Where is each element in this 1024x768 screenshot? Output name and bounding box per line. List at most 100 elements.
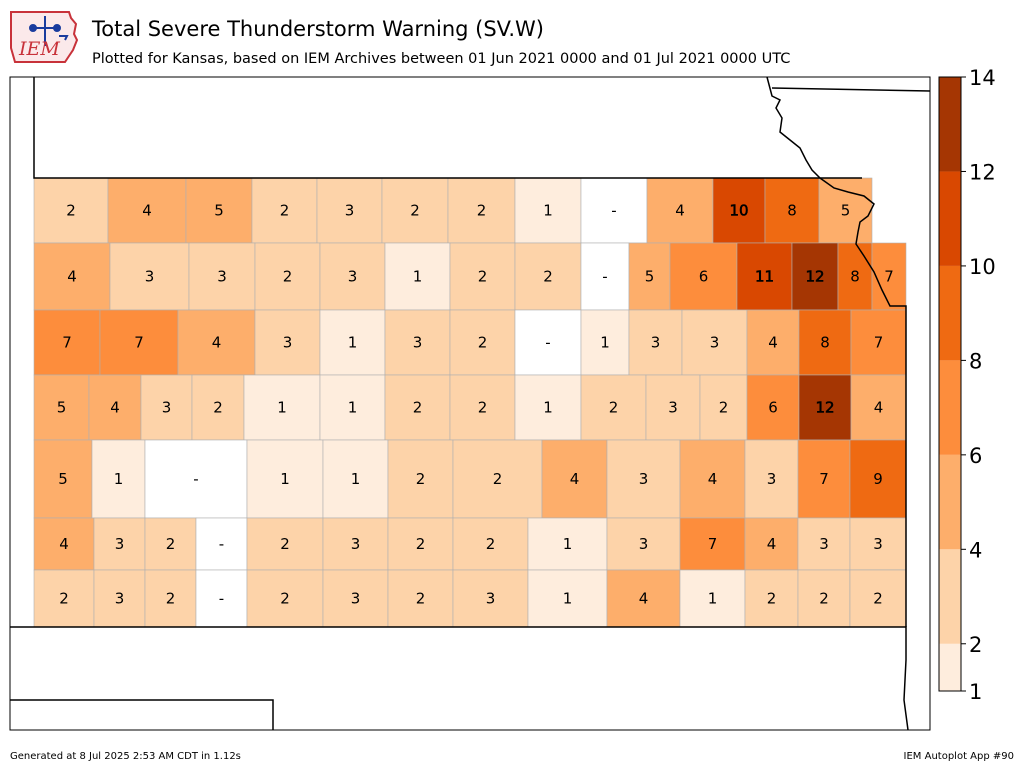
county-value-label: 2 — [767, 590, 777, 608]
county-cell — [850, 374, 907, 441]
county-cell — [681, 309, 748, 376]
county-value-label: 2 — [416, 590, 426, 608]
colorbar-swatch — [939, 171, 961, 266]
county-cell — [88, 374, 142, 441]
county-value-label: 2 — [819, 590, 829, 608]
county-value-label: 4 — [570, 470, 580, 488]
county-value-label: 1 — [351, 470, 361, 488]
county-value-label: 4 — [59, 535, 69, 553]
county-value-label: - — [219, 590, 224, 608]
county-value-label: 3 — [115, 590, 125, 608]
county-value-label: 3 — [873, 535, 883, 553]
county-value-label: 7 — [874, 334, 884, 352]
county-value-label: 3 — [639, 470, 649, 488]
county-value-label: 4 — [675, 202, 685, 220]
county-value-label: 2 — [166, 535, 176, 553]
county-value-label: 1 — [563, 535, 573, 553]
county-cell — [387, 569, 454, 628]
county-value-label: 2 — [416, 535, 426, 553]
county-value-label: 2 — [213, 399, 223, 417]
county-cell — [33, 309, 101, 376]
county-value-label: 5 — [57, 399, 67, 417]
county-cell — [449, 309, 516, 376]
county-value-label: 1 — [114, 470, 124, 488]
county-cell — [527, 517, 608, 571]
county-value-label: 10 — [729, 202, 748, 220]
iem-logo: IEM — [9, 6, 79, 64]
county-cell — [580, 177, 648, 244]
county-value-label: 2 — [478, 268, 488, 286]
iem-logo-text: IEM — [18, 38, 60, 60]
weather-station-icon — [29, 16, 69, 46]
county-value-label: 2 — [543, 268, 553, 286]
county-value-label: 7 — [708, 535, 718, 553]
county-value-label: 4 — [708, 470, 718, 488]
county-cell — [319, 309, 386, 376]
county-value-label: - — [219, 535, 224, 553]
county-value-label: 1 — [348, 399, 358, 417]
county-cell — [514, 177, 582, 244]
county-value-label: 2 — [410, 202, 420, 220]
county-cell — [606, 517, 681, 571]
county-value-label: 2 — [609, 399, 619, 417]
county-value-label: 5 — [214, 202, 224, 220]
county-cell — [628, 309, 683, 376]
county-value-label: 1 — [277, 399, 287, 417]
county-value-label: 3 — [767, 470, 777, 488]
county-cell — [541, 439, 608, 519]
county-cell — [712, 177, 766, 244]
county-value-label: 2 — [477, 202, 487, 220]
colorbar-tick-label: 4 — [969, 538, 982, 562]
county-value-label: - — [602, 268, 607, 286]
colorbar-tick-label: 1 — [969, 680, 982, 704]
county-value-label: 3 — [486, 590, 496, 608]
county-cell — [798, 374, 852, 441]
county-value-label: 2 — [413, 399, 423, 417]
county-cell — [254, 242, 321, 311]
county-value-label: 7 — [62, 334, 72, 352]
county-cell — [606, 439, 681, 519]
iowa-nebraska-border — [771, 87, 931, 92]
county-value-label: 2 — [280, 202, 290, 220]
county-value-label: 4 — [142, 202, 152, 220]
county-value-label: 8 — [850, 268, 860, 286]
county-cell — [797, 569, 851, 628]
county-value-label: 3 — [639, 535, 649, 553]
county-value-label: 4 — [767, 535, 777, 553]
county-value-label: 12 — [815, 399, 834, 417]
county-cell — [447, 177, 516, 244]
county-cell — [744, 517, 799, 571]
county-value-label: 7 — [134, 334, 144, 352]
county-value-label: 3 — [115, 535, 125, 553]
county-cell — [514, 242, 582, 311]
county-value-label: 1 — [563, 590, 573, 608]
county-value-label: 1 — [280, 470, 290, 488]
county-cell — [319, 242, 386, 311]
colorbar-tick-label: 12 — [969, 160, 996, 184]
county-cell — [251, 177, 318, 244]
county-value-label: 3 — [283, 334, 293, 352]
county-cell — [699, 374, 748, 441]
colorbar-tick-label: 8 — [969, 349, 982, 373]
colorbar-frame — [938, 76, 962, 692]
county-value-label: - — [545, 334, 550, 352]
county-cell — [185, 177, 253, 244]
county-value-label: 2 — [719, 399, 729, 417]
county-cell — [818, 177, 873, 244]
county-value-label: 3 — [668, 399, 678, 417]
county-value-label: 5 — [58, 470, 68, 488]
county-value-label: 3 — [819, 535, 829, 553]
county-cell — [387, 439, 454, 519]
county-cell — [246, 439, 324, 519]
county-value-label: 4 — [874, 399, 884, 417]
county-value-label: 3 — [351, 535, 361, 553]
county-value-label: 4 — [639, 590, 649, 608]
page-subtitle: Plotted for Kansas, based on IEM Archive… — [92, 51, 791, 67]
county-value-label: 4 — [212, 334, 222, 352]
colorbar-tick-label: 2 — [969, 633, 982, 657]
county-cell — [254, 309, 321, 376]
colorbar-tick-label: 10 — [969, 255, 996, 279]
county-value-label: 3 — [345, 202, 355, 220]
county-cell — [93, 517, 146, 571]
colorbar-swatch — [939, 265, 961, 361]
